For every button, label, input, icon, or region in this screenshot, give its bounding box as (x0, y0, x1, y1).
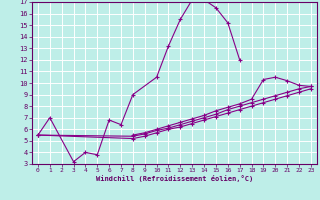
X-axis label: Windchill (Refroidissement éolien,°C): Windchill (Refroidissement éolien,°C) (96, 175, 253, 182)
